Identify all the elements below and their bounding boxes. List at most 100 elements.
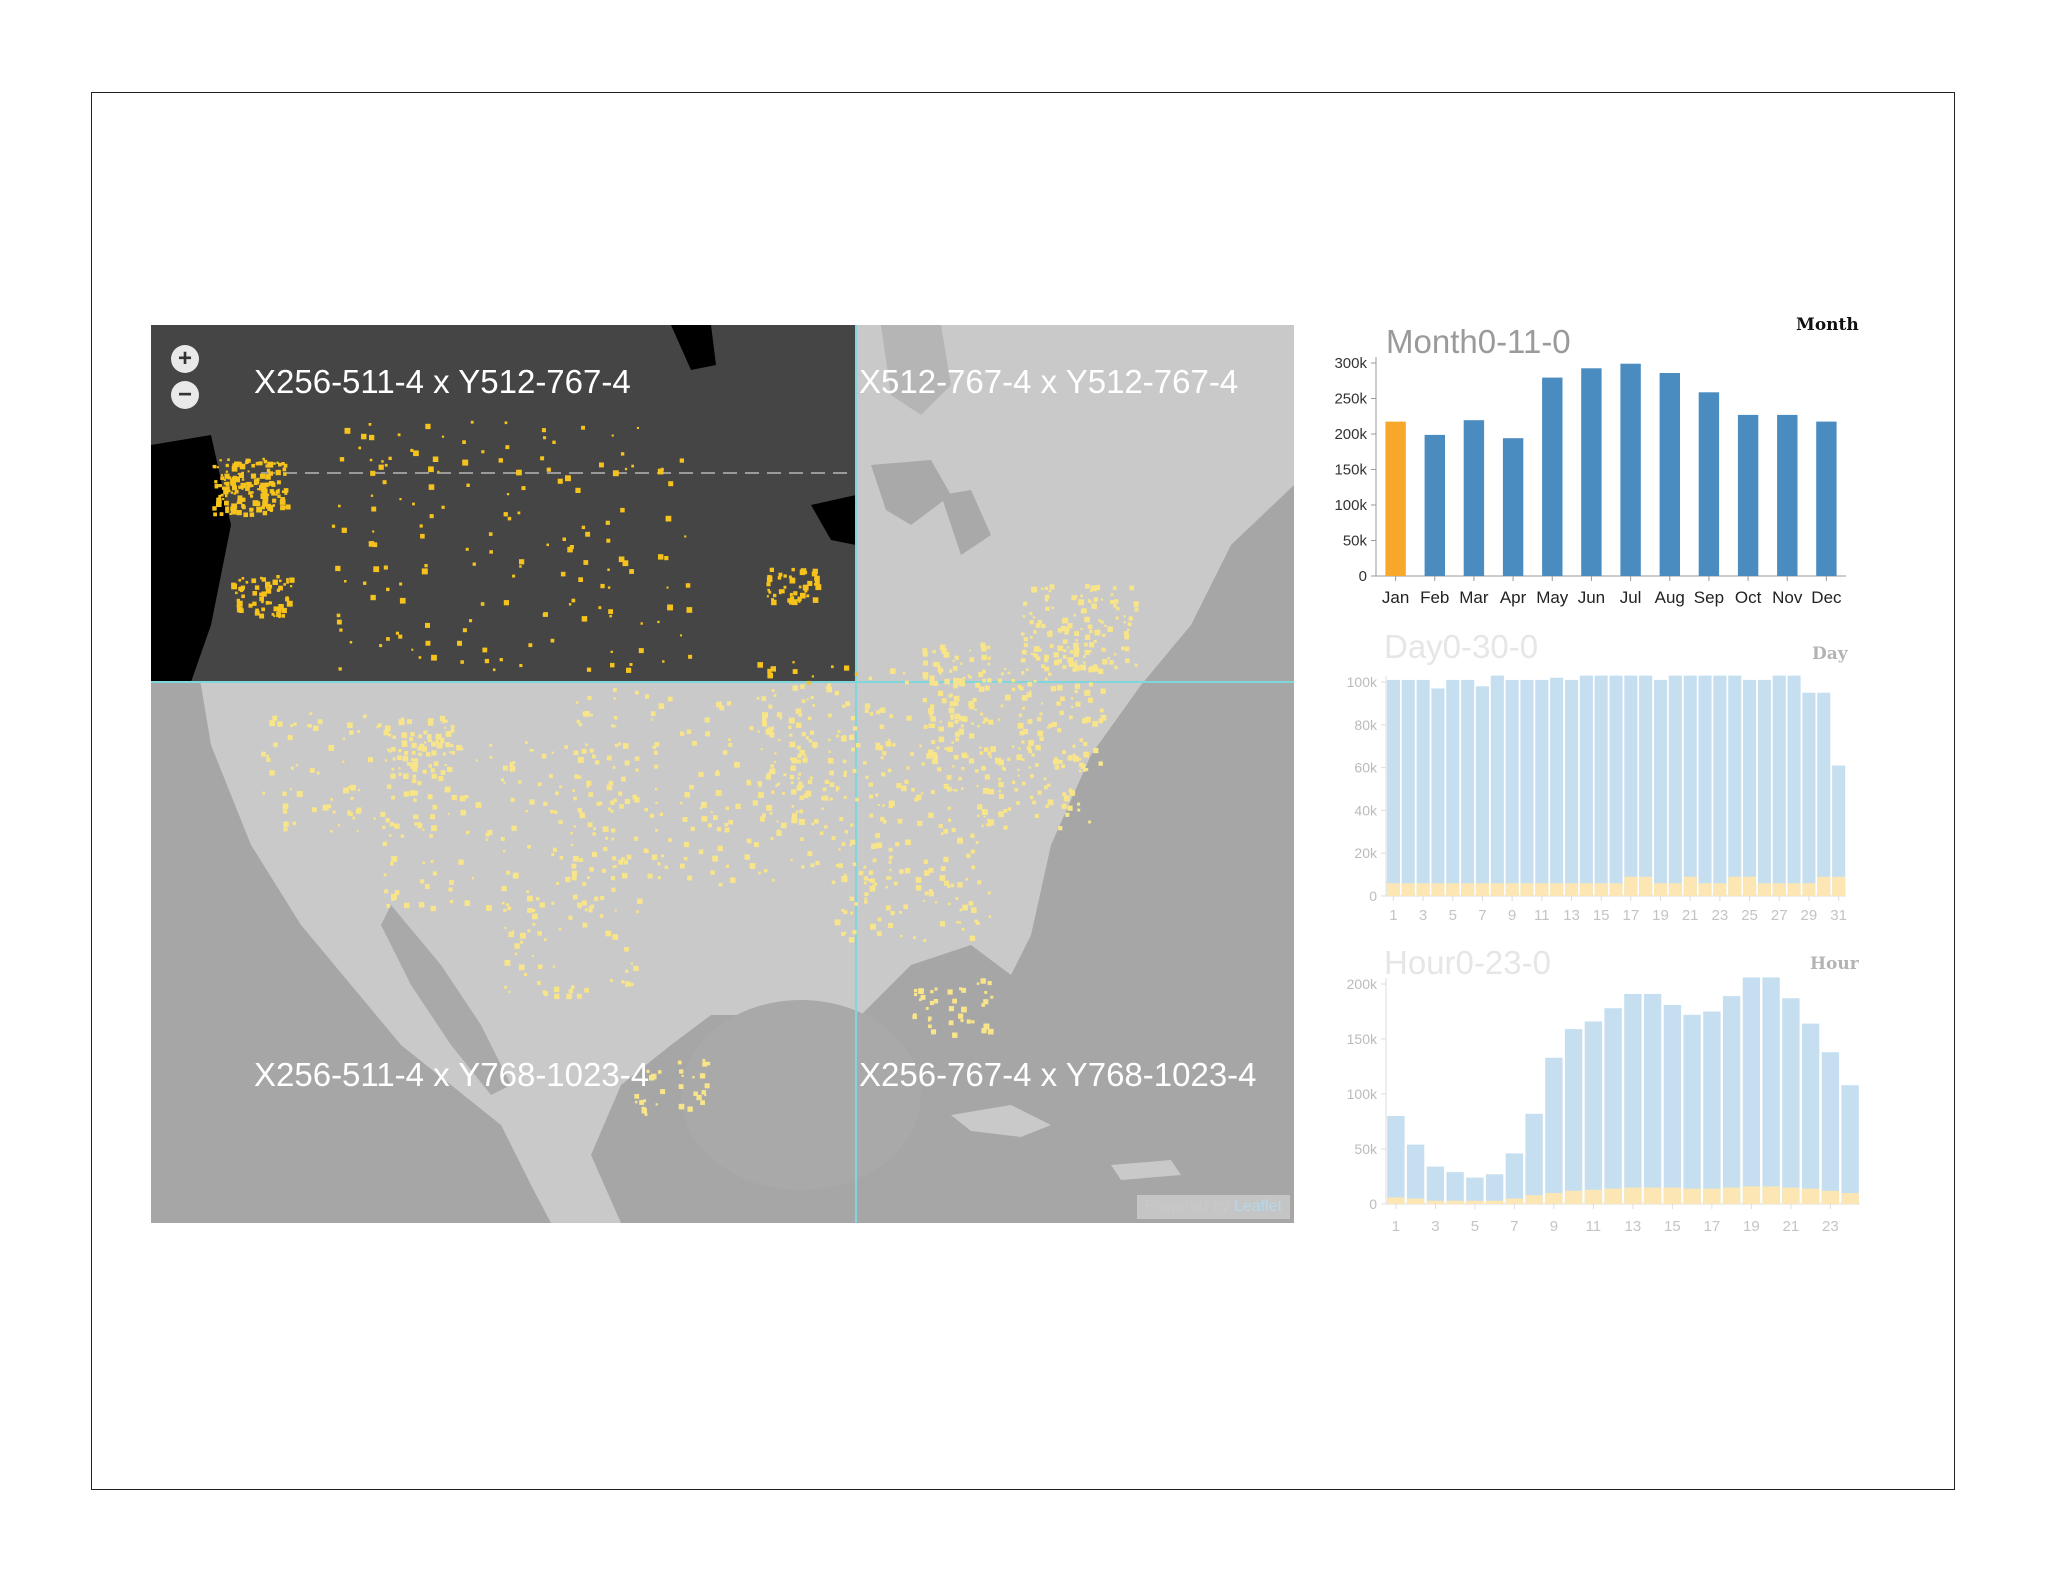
map-point — [1032, 616, 1036, 619]
map-point — [852, 862, 857, 867]
map-point — [1057, 628, 1063, 633]
map-point — [783, 773, 787, 777]
bar — [1698, 675, 1712, 896]
map-point — [509, 762, 514, 767]
map-point — [844, 873, 847, 877]
map-point — [339, 628, 343, 632]
bar — [1722, 996, 1741, 1204]
map-point — [955, 789, 958, 792]
map-point — [543, 801, 548, 806]
map-point — [1000, 704, 1004, 708]
map-point — [689, 784, 694, 790]
map-point — [220, 476, 224, 480]
map-point — [822, 787, 827, 792]
map-panel[interactable]: X256-511-4 x Y512-767-4 X512-767-4 x Y51… — [151, 325, 1294, 1223]
leaflet-link[interactable]: Leaflet — [1233, 1198, 1282, 1215]
map-point — [282, 791, 287, 796]
map-point — [841, 735, 847, 742]
map-point — [234, 476, 240, 483]
map-point — [401, 717, 405, 721]
zoom-in-button[interactable]: + — [171, 345, 199, 373]
map-point — [464, 900, 471, 906]
map-point — [679, 863, 685, 869]
map-point — [1082, 718, 1088, 724]
tile-label-top-left: X256-511-4 x Y512-767-4 — [254, 363, 631, 400]
map-point — [1043, 785, 1048, 790]
map-point — [871, 843, 877, 849]
map-point — [536, 897, 540, 901]
map-point — [915, 885, 922, 891]
map-point — [796, 745, 801, 750]
map-point — [757, 792, 764, 798]
map-point — [418, 656, 422, 659]
map-point — [514, 952, 518, 956]
map-point — [394, 890, 400, 895]
map-point — [442, 752, 446, 756]
map-point — [808, 739, 812, 743]
map-point — [702, 1059, 706, 1062]
map-point — [927, 749, 934, 756]
map-point — [658, 1070, 662, 1074]
map-point — [238, 472, 244, 478]
map-point — [937, 665, 941, 668]
map-point — [783, 574, 787, 578]
map-point — [863, 865, 867, 869]
map-point — [943, 651, 950, 658]
map-point — [552, 965, 556, 968]
map-point — [344, 427, 351, 434]
map-point — [913, 988, 918, 993]
map-point — [237, 499, 243, 505]
map-point — [576, 993, 582, 999]
map-point — [1054, 765, 1060, 770]
map-point — [797, 759, 802, 764]
map-point — [798, 772, 802, 776]
x-tick-label: 7 — [1478, 907, 1486, 924]
map-point — [1053, 759, 1059, 765]
map-point — [1073, 647, 1080, 654]
map-point — [702, 1061, 708, 1067]
map-point — [983, 999, 989, 1005]
zoom-out-button[interactable]: − — [171, 381, 199, 409]
map-point — [613, 865, 617, 868]
map-point — [254, 585, 260, 590]
bar-overlay — [1446, 1200, 1464, 1204]
map-point — [774, 752, 777, 755]
map-point — [370, 594, 376, 601]
map-point — [1050, 686, 1057, 692]
map-point — [518, 964, 525, 971]
map-point — [983, 1023, 990, 1030]
map-point — [213, 512, 217, 517]
map-point — [960, 731, 964, 735]
map-point — [837, 730, 841, 733]
map-point — [465, 547, 469, 551]
map-point — [944, 747, 948, 751]
map-point — [239, 586, 244, 592]
map-point — [607, 586, 611, 589]
map-point — [245, 486, 250, 491]
map-point — [796, 722, 802, 728]
map-point — [599, 462, 604, 468]
map-point — [482, 647, 488, 653]
map-point — [257, 488, 260, 491]
map-point — [629, 569, 634, 574]
map-point — [503, 600, 509, 606]
map-point — [382, 841, 388, 846]
y-tick-label: 150k — [1334, 462, 1367, 479]
map-point — [1045, 606, 1050, 611]
map-point — [1134, 663, 1138, 667]
map-point — [238, 578, 242, 582]
map-point — [715, 771, 720, 776]
map-point — [349, 730, 354, 735]
map-point — [252, 601, 257, 606]
map-point — [278, 604, 284, 610]
map-point — [508, 931, 514, 938]
map-point — [1093, 748, 1099, 754]
map-point — [428, 484, 435, 490]
map-point — [322, 804, 329, 811]
map-point — [771, 598, 774, 601]
map-point — [954, 701, 959, 707]
map-point — [381, 460, 384, 463]
map-point — [759, 816, 765, 822]
map-point — [849, 734, 855, 740]
map-point — [251, 578, 257, 584]
